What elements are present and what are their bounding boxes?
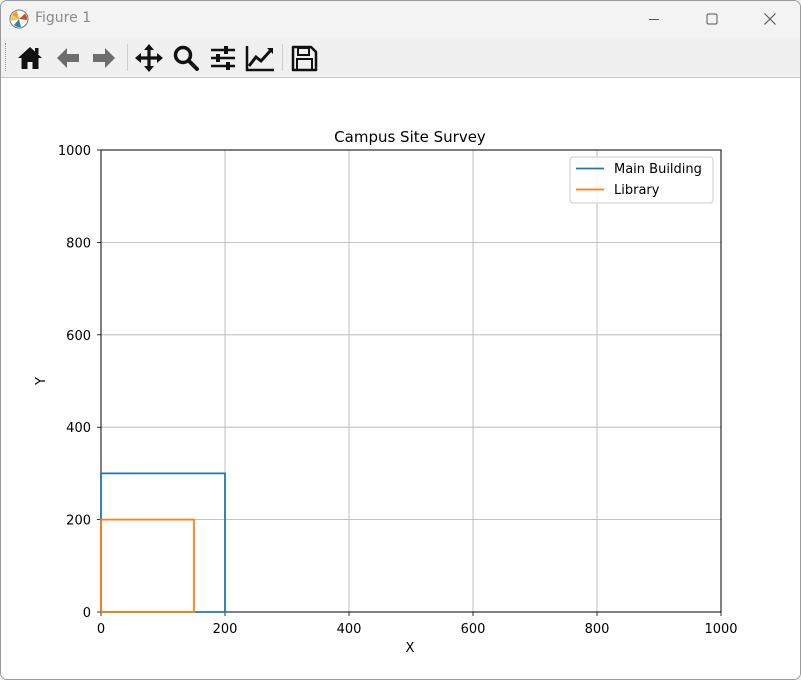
chart[interactable]: 0 200 400 600 800 1000 0 200 400 600 800 1000 Campu… <box>1 78 800 679</box>
y-tick-label: 800 <box>66 236 91 251</box>
legend-label-main-building: Main Building <box>614 162 702 177</box>
axis-ticks: 0 200 400 600 800 1000 0 200 400 600 800 1000 <box>58 144 738 637</box>
toolbar-separator <box>282 44 283 71</box>
title-bar[interactable]: Figure 1 <box>1 1 800 38</box>
toolbar-separator <box>127 44 128 71</box>
minimize-button[interactable] <box>625 1 683 37</box>
configure-subplots-button[interactable] <box>206 41 240 75</box>
y-tick-label: 0 <box>83 606 91 621</box>
arrow-left-icon <box>57 48 79 68</box>
legend-label-library: Library <box>614 183 660 198</box>
minimize-icon <box>649 19 659 20</box>
y-tick-label: 400 <box>66 421 91 436</box>
plot-lines <box>100 472 226 613</box>
matplotlib-logo-icon <box>9 9 29 29</box>
legend-box <box>569 156 714 204</box>
y-tick-label: 200 <box>66 514 91 529</box>
legend[interactable]: Main Building Library <box>569 156 714 204</box>
back-button[interactable] <box>51 41 85 75</box>
forward-button[interactable] <box>87 41 121 75</box>
y-tick-label: 600 <box>66 329 91 344</box>
magnifier-icon <box>173 45 199 71</box>
y-axis-label: Y <box>34 377 49 386</box>
line-chart-icon <box>245 46 274 72</box>
home-button[interactable] <box>13 41 47 75</box>
floppy-disk-icon <box>291 45 318 72</box>
navigation-toolbar <box>1 38 800 78</box>
arrow-right-icon <box>93 48 115 68</box>
window-title: Figure 1 <box>35 10 92 26</box>
home-icon <box>18 47 42 69</box>
move-icon <box>135 44 163 72</box>
zoom-button[interactable] <box>169 41 203 75</box>
close-icon <box>764 13 776 25</box>
maximize-icon <box>706 13 718 25</box>
x-tick-label: 200 <box>213 622 238 637</box>
pan-button[interactable] <box>132 41 166 75</box>
figure-canvas[interactable]: 0 200 400 600 800 1000 0 200 400 600 800 1000 Campu… <box>1 78 800 679</box>
edit-axes-button[interactable] <box>243 41 277 75</box>
sliders-icon <box>211 46 235 70</box>
close-button[interactable] <box>741 1 799 37</box>
series-line-main-building <box>100 472 226 613</box>
x-tick-label: 600 <box>461 622 486 637</box>
axes-frame <box>100 149 722 613</box>
x-axis-label: X <box>406 641 415 656</box>
chart-title: Campus Site Survey <box>334 128 486 146</box>
save-button[interactable] <box>287 41 321 75</box>
x-tick-label: 400 <box>337 622 362 637</box>
series-line-library <box>100 518 195 613</box>
y-tick-label: 1000 <box>58 144 91 159</box>
x-tick-label: 800 <box>585 622 610 637</box>
x-tick-label: 1000 <box>704 622 737 637</box>
maximize-button[interactable] <box>683 1 741 37</box>
toolbar-grip[interactable] <box>5 43 8 71</box>
x-tick-label: 0 <box>97 622 105 637</box>
